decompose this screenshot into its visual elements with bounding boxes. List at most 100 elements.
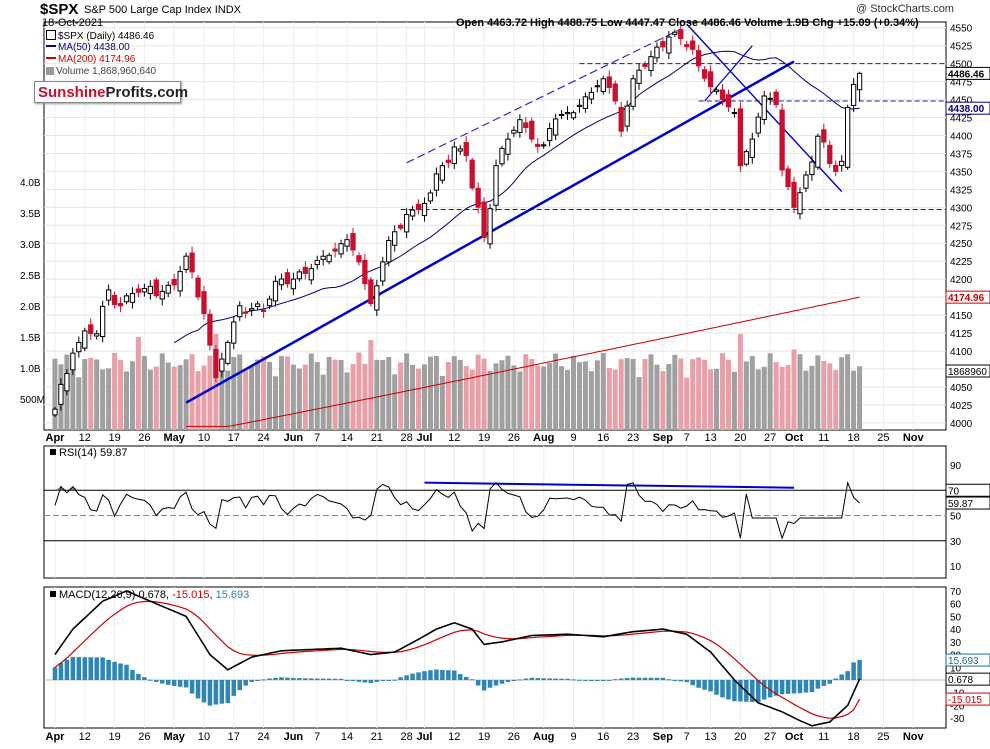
price-tick-label: 4350 [950, 167, 973, 178]
candle-body [415, 203, 422, 210]
x-axis-label: 14 [341, 432, 353, 444]
volume-tick-label: 500M [20, 395, 45, 406]
x-axis-label: Nov [903, 432, 925, 444]
macd-histogram-bar [100, 657, 105, 680]
candle-body [100, 305, 106, 338]
x-axis-label: 21 [371, 731, 383, 743]
volume-bar [153, 366, 159, 430]
candle-body [76, 341, 82, 353]
volume-bar [719, 353, 726, 430]
candle-body [713, 89, 720, 92]
volume-bar [410, 364, 416, 430]
candle-body [845, 106, 851, 168]
volume-bar [648, 354, 654, 430]
price-tick-label: 4125 [950, 329, 973, 340]
candle-body [707, 71, 714, 88]
macd-histogram-bar [666, 679, 672, 681]
chart-symbol: $SPX [40, 1, 79, 18]
price-badge-box [945, 290, 990, 304]
macd-histogram-bar [165, 680, 171, 685]
volume-bar [469, 369, 475, 430]
candle-body [642, 63, 648, 68]
volume-bar [725, 359, 731, 430]
volume-bar [118, 360, 124, 430]
candle-body [451, 146, 457, 164]
price-tick-label: 4475 [950, 78, 973, 89]
x-axis-label: 20 [734, 432, 746, 444]
macd-histogram-bar [547, 678, 552, 680]
macd-histogram-bar [821, 680, 827, 686]
price-tick-label: 4150 [950, 311, 973, 322]
x-axis-label: Oct [785, 432, 804, 444]
candle-body [558, 113, 565, 116]
macd-histogram-bar [463, 676, 469, 680]
volume-bar [141, 355, 147, 430]
macd-histogram-bar [809, 680, 815, 693]
x-axis-label: 9 [570, 731, 576, 743]
volume-bar [737, 333, 743, 430]
volume-bar [857, 366, 863, 430]
macd-histogram-bar [618, 678, 624, 680]
candle-body [469, 159, 475, 189]
macd-histogram-bar [267, 678, 272, 680]
volume-bar [612, 369, 618, 430]
macd-badge: -15.015 [945, 692, 990, 706]
volume-bar [106, 368, 112, 430]
volume-bar [177, 365, 183, 430]
volume-bar [183, 359, 189, 430]
macd-histogram-bar [797, 680, 803, 694]
volume-bar [654, 364, 660, 430]
candle-body [588, 91, 595, 100]
x-axis-label: 12 [79, 432, 91, 444]
volume-bar [791, 349, 797, 430]
price-tick-label: 4025 [950, 401, 973, 412]
volume-bar [398, 362, 404, 430]
price-tick-label: 4525 [950, 42, 973, 53]
volume-bar [112, 353, 118, 430]
candle-body [368, 279, 374, 305]
macd-histogram-bar [541, 678, 546, 680]
candle-body [445, 159, 451, 163]
macd-histogram-bar [469, 679, 475, 681]
macd-histogram-bar [714, 680, 719, 695]
macd-histogram-bar [636, 677, 642, 680]
candle-body [725, 94, 732, 108]
volume-bar [362, 363, 368, 430]
x-axis-label: Jul [417, 731, 433, 743]
macd-histogram-bar [535, 678, 541, 680]
candle-body [773, 91, 779, 106]
x-axis-label: Apr [46, 731, 66, 743]
macd-histogram-bar [88, 657, 94, 680]
legend-ma50-text: MA(50) 4438.00 [58, 42, 130, 53]
volume-bar [189, 354, 195, 430]
macd-histogram-bar [475, 680, 481, 686]
macd-histogram-bar [189, 680, 195, 694]
candle-body [654, 46, 660, 59]
rsi-tick-label: 10 [950, 562, 962, 573]
candle-body [159, 290, 165, 300]
price-badge: 4486.46 [945, 66, 990, 80]
macd-hist-value: 15.693 [215, 589, 250, 601]
macd-histogram-bar [642, 677, 648, 680]
macd-histogram-bar [273, 677, 278, 680]
macd-histogram-bar [428, 670, 433, 680]
volume-bar [255, 359, 261, 430]
volume-bar [690, 359, 696, 430]
candle-body [308, 268, 314, 281]
candle-body [815, 135, 821, 168]
volume-bar [267, 361, 273, 430]
candle-body [666, 36, 672, 54]
volume-bar [290, 364, 296, 430]
ma50-line [173, 50, 860, 344]
volume-badge-text: 1868960 [948, 367, 987, 378]
volume-bar [368, 340, 374, 430]
candle-body [487, 208, 493, 245]
volume-bar [714, 368, 720, 430]
volume-bar [594, 360, 600, 430]
macd-histogram-bar [523, 678, 529, 680]
candle-body [636, 69, 642, 84]
macd-histogram-bar [648, 677, 654, 680]
macd-histogram-bar [565, 678, 570, 680]
volume-bar [261, 356, 267, 430]
